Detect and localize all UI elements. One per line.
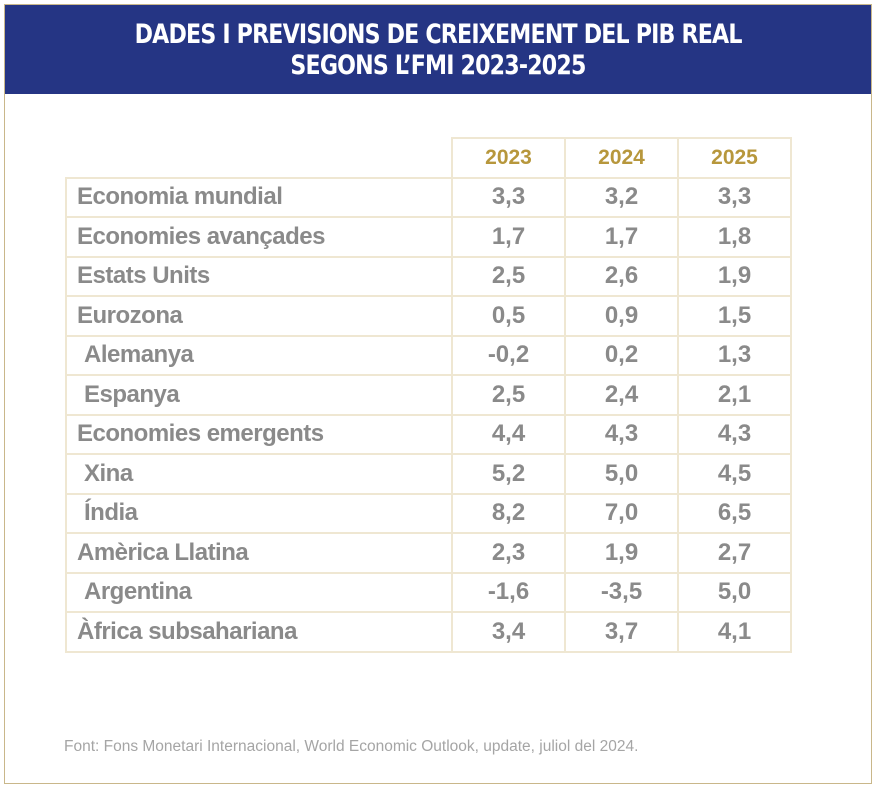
value-cell-2024: 2,4 [564,374,679,416]
row-label: Amèrica Llatina [65,532,453,574]
value-cell-2025: 4,3 [677,413,792,455]
row-label: Economies avançades [65,216,453,258]
title-banner: DADES I PREVISIONS DE CREIXEMENT DEL PIB… [5,5,871,94]
year-header-2024: 2024 [564,137,679,179]
table-row: Àfrica subsahariana 3,4 3,7 4,1 [65,611,792,653]
row-label: Xina [65,453,453,495]
value-cell-2024: -3,5 [564,571,679,613]
value-cell-2024: 5,0 [564,453,679,495]
table-row: Xina 5,2 5,0 4,5 [65,453,792,495]
year-header-2023: 2023 [451,137,566,179]
value-cell-2024: 3,7 [564,611,679,653]
value-cell-2025: 2,7 [677,532,792,574]
value-cell-2023: 1,7 [451,216,566,258]
value-cell-2025: 5,0 [677,571,792,613]
header-corner [66,138,452,178]
row-label: Economia mundial [65,176,453,218]
row-label: Economies emergents [65,413,453,455]
value-cell-2023: -0,2 [451,334,566,376]
source-note: Font: Fons Monetari Internacional, World… [64,738,639,755]
value-cell-2023: 3,3 [451,176,566,218]
value-cell-2025: 4,1 [677,611,792,653]
row-label: Índia [65,492,453,534]
table-row: Amèrica Llatina 2,3 1,9 2,7 [65,532,792,574]
gdp-table: 2023 2024 2025 Economia mundial 3,3 3,2 3,3… [65,137,792,653]
row-label: Estats Units [65,255,453,297]
value-cell-2025: 1,3 [677,334,792,376]
table-row: Economia mundial 3,3 3,2 3,3 [65,176,792,218]
value-cell-2025: 1,9 [677,255,792,297]
table-row: Espanya 2,5 2,4 2,1 [65,374,792,416]
table-row: Eurozona 0,5 0,9 1,5 [65,295,792,337]
value-cell-2024: 1,7 [564,216,679,258]
value-cell-2023: 2,3 [451,532,566,574]
value-cell-2025: 2,1 [677,374,792,416]
value-cell-2024: 0,2 [564,334,679,376]
table-row: Estats Units 2,5 2,6 1,9 [65,255,792,297]
value-cell-2023: 3,4 [451,611,566,653]
value-cell-2023: 5,2 [451,453,566,495]
value-cell-2024: 2,6 [564,255,679,297]
row-label: Alemanya [65,334,453,376]
value-cell-2025: 6,5 [677,492,792,534]
value-cell-2025: 1,5 [677,295,792,337]
value-cell-2024: 7,0 [564,492,679,534]
value-cell-2024: 1,9 [564,532,679,574]
row-label: Àfrica subsahariana [65,611,453,653]
value-cell-2024: 4,3 [564,413,679,455]
value-cell-2024: 0,9 [564,295,679,337]
value-cell-2023: 2,5 [451,374,566,416]
value-cell-2023: 0,5 [451,295,566,337]
value-cell-2025: 4,5 [677,453,792,495]
title-line-1: DADES I PREVISIONS DE CREIXEMENT DEL PIB… [134,18,742,50]
value-cell-2024: 3,2 [564,176,679,218]
table-row: Índia 8,2 7,0 6,5 [65,492,792,534]
value-cell-2025: 3,3 [677,176,792,218]
value-cell-2023: 4,4 [451,413,566,455]
value-cell-2023: 8,2 [451,492,566,534]
row-label: Eurozona [65,295,453,337]
value-cell-2023: -1,6 [451,571,566,613]
table-row: Economies emergents 4,4 4,3 4,3 [65,413,792,455]
table-body: Economia mundial 3,3 3,2 3,3 Economies avanç… [65,176,792,653]
value-cell-2023: 2,5 [451,255,566,297]
year-header-2025: 2025 [677,137,792,179]
row-label: Argentina [65,571,453,613]
title-line-2: SEGONS L’FMI 2023-2025 [290,49,586,81]
header-row: 2023 2024 2025 [66,137,792,179]
table-row: Economies avançades 1,7 1,7 1,8 [65,216,792,258]
row-label: Espanya [65,374,453,416]
value-cell-2025: 1,8 [677,216,792,258]
table-row: Alemanya -0,2 0,2 1,3 [65,334,792,376]
table-row: Argentina -1,6 -3,5 5,0 [65,571,792,613]
